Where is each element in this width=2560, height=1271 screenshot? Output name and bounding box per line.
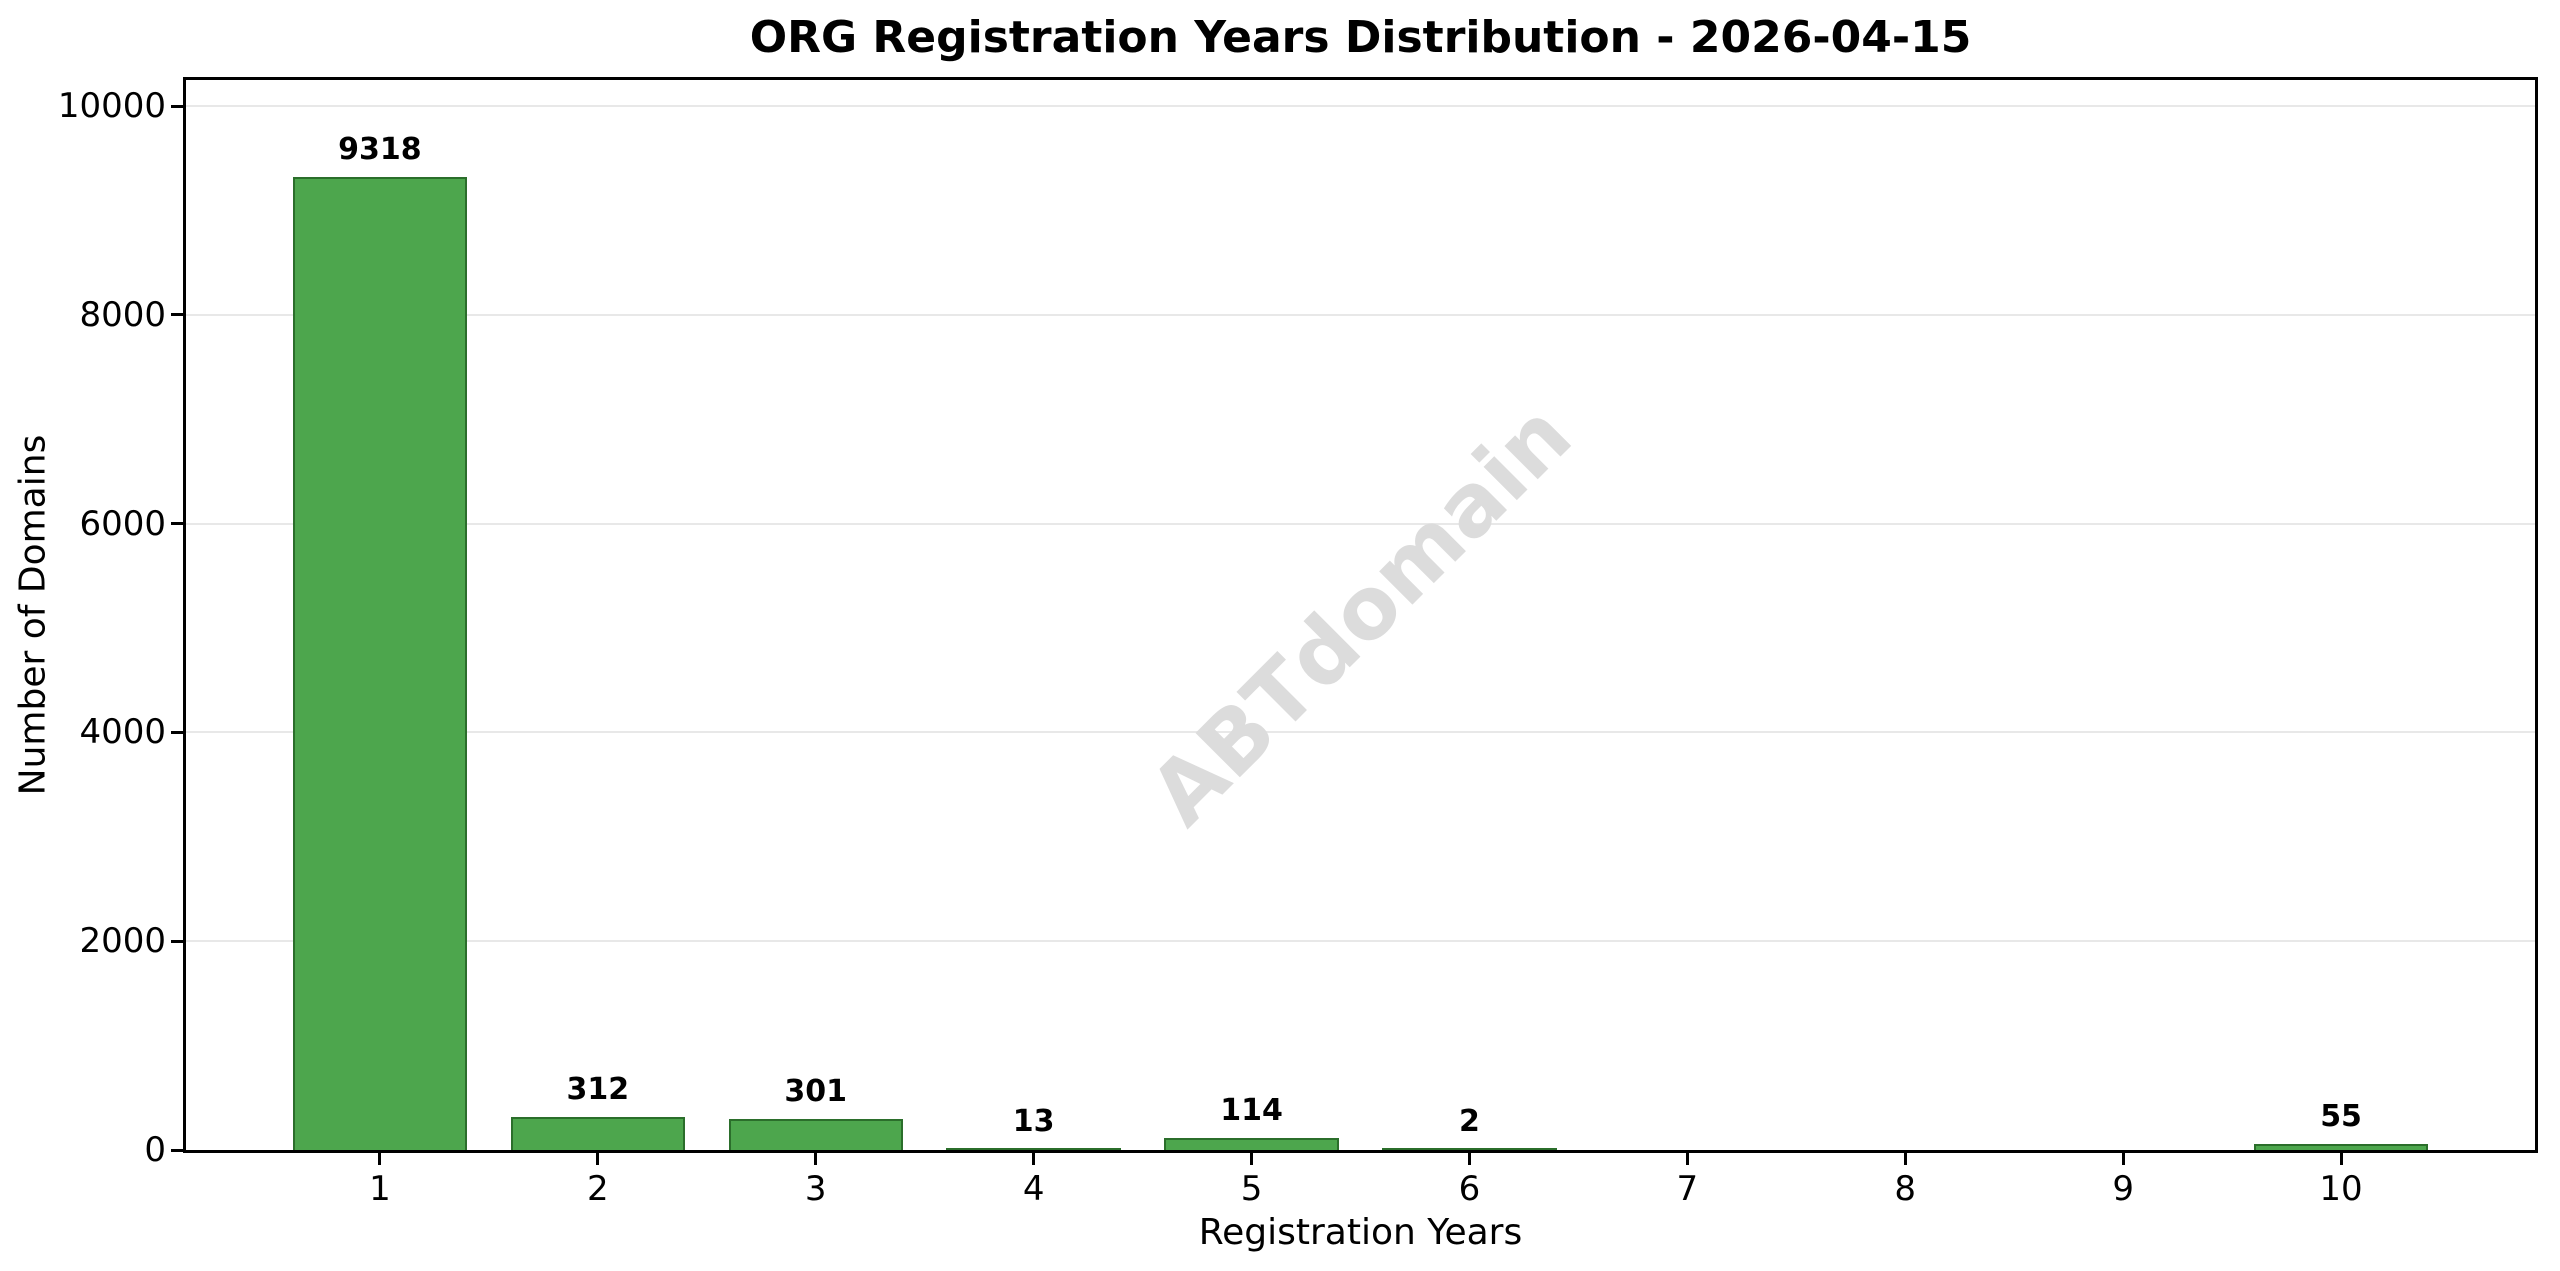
x-tick-label: 9 bbox=[2112, 1169, 2134, 1209]
gridline bbox=[186, 522, 2535, 525]
x-tick-mark bbox=[1250, 1153, 1254, 1165]
bar bbox=[728, 1118, 903, 1150]
x-axis-label: Registration Years bbox=[1198, 1212, 1523, 1253]
y-tick-label: 2000 bbox=[79, 921, 166, 962]
x-tick-mark bbox=[814, 1153, 818, 1165]
x-tick-label: 7 bbox=[1676, 1169, 1699, 1209]
x-tick-label: 5 bbox=[1240, 1169, 1263, 1209]
bar bbox=[510, 1117, 685, 1150]
x-tick-label: 4 bbox=[1022, 1169, 1045, 1209]
x-tick-label: 2 bbox=[587, 1169, 609, 1209]
y-axis-label: Number of Domains bbox=[12, 434, 54, 796]
bar bbox=[946, 1148, 1121, 1150]
bar bbox=[2253, 1144, 2429, 1150]
bar-value-label: 114 bbox=[1220, 1093, 1283, 1129]
bar-value-label: 9318 bbox=[338, 132, 422, 168]
y-tick-label: 4000 bbox=[79, 712, 166, 753]
gridline bbox=[186, 940, 2535, 943]
y-tick-mark bbox=[171, 522, 183, 526]
y-tick-label: 0 bbox=[144, 1130, 166, 1170]
x-tick-mark bbox=[1467, 1153, 1471, 1165]
gridline bbox=[186, 313, 2535, 316]
x-tick-label: 6 bbox=[1458, 1169, 1481, 1209]
x-tick-mark bbox=[2121, 1153, 2125, 1165]
bar-value-label: 13 bbox=[1012, 1103, 1055, 1139]
y-tick-label: 6000 bbox=[79, 503, 166, 544]
bar bbox=[1382, 1148, 1557, 1150]
y-tick-label: 8000 bbox=[79, 294, 166, 335]
x-tick-mark bbox=[596, 1153, 600, 1165]
x-tick-mark bbox=[1032, 1153, 1036, 1165]
bar bbox=[1164, 1138, 1339, 1150]
gridline bbox=[186, 731, 2535, 734]
x-tick-mark bbox=[2339, 1153, 2343, 1165]
bar-value-label: 301 bbox=[784, 1073, 848, 1109]
y-tick-mark bbox=[171, 313, 183, 317]
x-tick-mark bbox=[378, 1153, 382, 1165]
bar-value-label: 55 bbox=[2320, 1099, 2362, 1135]
x-tick-label: 1 bbox=[369, 1169, 391, 1209]
x-tick-label: 3 bbox=[804, 1169, 827, 1209]
y-tick-mark bbox=[171, 1148, 183, 1152]
plot-area: ABTdomain 9318 312 301 13 114 2 55 bbox=[183, 77, 2538, 1153]
chart-title: ORG Registration Years Distribution - 20… bbox=[749, 12, 1972, 63]
y-tick-mark bbox=[171, 104, 183, 108]
bar-value-label: 312 bbox=[566, 1072, 630, 1108]
x-tick-label: 8 bbox=[1894, 1169, 1917, 1209]
bar-value-label: 2 bbox=[1459, 1104, 1480, 1139]
y-tick-mark bbox=[171, 939, 183, 943]
watermark: ABTdomain bbox=[1130, 385, 1591, 845]
bar bbox=[292, 177, 468, 1150]
y-tick-label: 10000 bbox=[57, 86, 166, 127]
x-tick-mark bbox=[1903, 1153, 1907, 1165]
x-tick-mark bbox=[1685, 1153, 1689, 1165]
y-tick-mark bbox=[171, 730, 183, 734]
x-tick-label: 10 bbox=[2319, 1169, 2363, 1209]
gridline bbox=[186, 105, 2535, 108]
